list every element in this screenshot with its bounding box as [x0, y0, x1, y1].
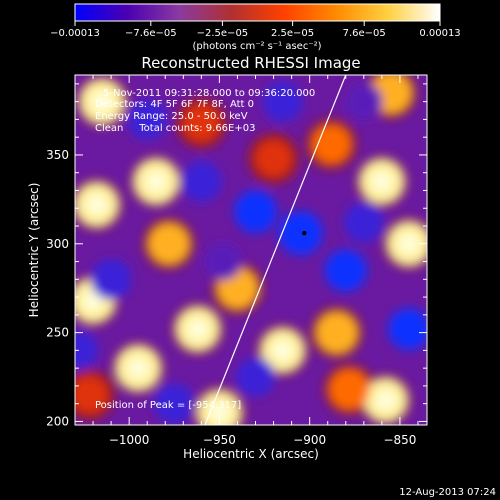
heatmap-source: [180, 161, 222, 203]
heatmap-source-core: [376, 391, 395, 410]
footer-timestamp: 12-Aug-2013 07:24: [399, 487, 496, 498]
heatmap-source-core: [273, 341, 292, 360]
heatmap-source: [388, 308, 427, 350]
colorbar-tick-label: 0.00013: [419, 28, 460, 39]
y-tick-label: 300: [46, 237, 69, 251]
heatmap-source-core: [87, 195, 106, 214]
heatmap-source: [154, 383, 195, 424]
annotation-detectors: Detectors: 4F 5F 6F 7F 8F, Att 0: [95, 99, 254, 110]
heatmap-source: [204, 242, 243, 281]
heatmap-source: [127, 99, 168, 140]
heatmap-image: [75, 75, 427, 425]
heatmap-source: [75, 330, 99, 370]
x-tick-label: −900: [293, 433, 326, 447]
heatmap-source: [90, 258, 132, 300]
y-tick-label: 350: [46, 148, 69, 162]
colorbar-tick-label: −2.5e−05: [197, 28, 249, 39]
heatmap-source-core: [129, 359, 148, 378]
heatmap-source: [344, 82, 383, 121]
plot-frame: [74, 74, 428, 426]
y-axis-label: Heliocentric Y (arcsec): [27, 183, 41, 318]
heatmap-source-core: [147, 172, 166, 191]
heatmap-source: [315, 311, 358, 354]
heatmap-source: [343, 202, 385, 243]
peak-marker: [302, 230, 307, 236]
colorbar: [74, 3, 441, 22]
heatmap-source-core: [210, 403, 229, 422]
colorbar-ticks: −0.00013 −7.6e−05 −2.5e−05 2.5e−05 7.6e−05 0.…: [50, 21, 461, 39]
colorbar-unit-label: (photons cm⁻² s⁻¹ asec⁻²): [192, 41, 321, 52]
heatmap-source: [234, 190, 277, 234]
colorbar-tick-label: −0.00013: [50, 28, 100, 39]
heatmap-source: [329, 369, 370, 410]
heatmap-source-core: [399, 234, 418, 253]
heatmap-source-core: [188, 320, 207, 339]
axis-ticks: −1000 −950 −900 −850 200 250 300 350: [46, 75, 427, 447]
heatmap-source: [278, 211, 323, 256]
heatmap-source-core: [372, 172, 391, 191]
x-axis-label: Heliocentric X (arcsec): [183, 447, 319, 461]
annotation-time-range: 5-Nov-2011 09:31:28.000 to 09:36:20.000: [103, 88, 315, 99]
annotation-energy-range: Energy Range: 25.0 - 50.0 keV: [95, 111, 248, 122]
heatmap-source: [254, 139, 293, 178]
heatmap-source: [182, 103, 221, 142]
heatmap-source-core: [84, 291, 103, 310]
colorbar-tick-label: 2.5e−05: [271, 28, 314, 39]
solar-limb-line: [204, 75, 347, 425]
heatmap-source: [148, 223, 190, 265]
colorbar-tick-label: −7.6e−05: [125, 28, 177, 39]
y-tick-label: 250: [46, 326, 69, 340]
heatmap-source: [235, 357, 276, 397]
heatmap-source: [75, 375, 109, 414]
x-tick-label: −850: [383, 433, 416, 447]
annotation-clean-counts: Clean Total counts: 9.66E+03: [95, 123, 255, 134]
y-tick-label: 200: [46, 414, 69, 428]
x-tick-label: −1000: [109, 433, 150, 447]
chart-title: Reconstructed RHESSI Image: [141, 54, 360, 72]
x-tick-label: −950: [203, 433, 236, 447]
heatmap-source: [324, 249, 367, 292]
annotation-peak-position: Position of Peak = [-954,317]: [95, 400, 241, 411]
colorbar-tick-label: 7.6e−05: [343, 28, 386, 39]
heatmap-source-core: [93, 92, 112, 111]
heatmap-source: [262, 81, 303, 122]
